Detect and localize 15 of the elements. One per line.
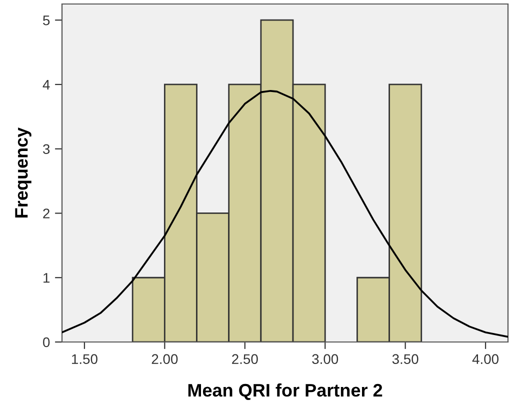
x-tick-label: 2.00	[152, 354, 178, 364]
y-tick-label: 5	[43, 16, 50, 26]
x-tick-label: 1.50	[72, 354, 98, 364]
y-tick-label: 2	[43, 208, 50, 218]
y-tick-label: 0	[43, 337, 50, 348]
y-tick-label: 3	[43, 144, 50, 154]
x-tick-label: 4.00	[472, 354, 499, 364]
x-tick-label: 3.00	[312, 354, 338, 364]
y-tick-label: 4	[42, 80, 50, 90]
x-axis-title: Mean QRI for Partner 2	[188, 383, 382, 400]
line-series	[62, 90, 508, 338]
y-axis-title: Frequency	[15, 127, 32, 218]
x-tick-label: 2.50	[232, 354, 258, 364]
y-tick-label: 1	[44, 273, 50, 283]
x-tick-label: 3.50	[392, 354, 418, 364]
